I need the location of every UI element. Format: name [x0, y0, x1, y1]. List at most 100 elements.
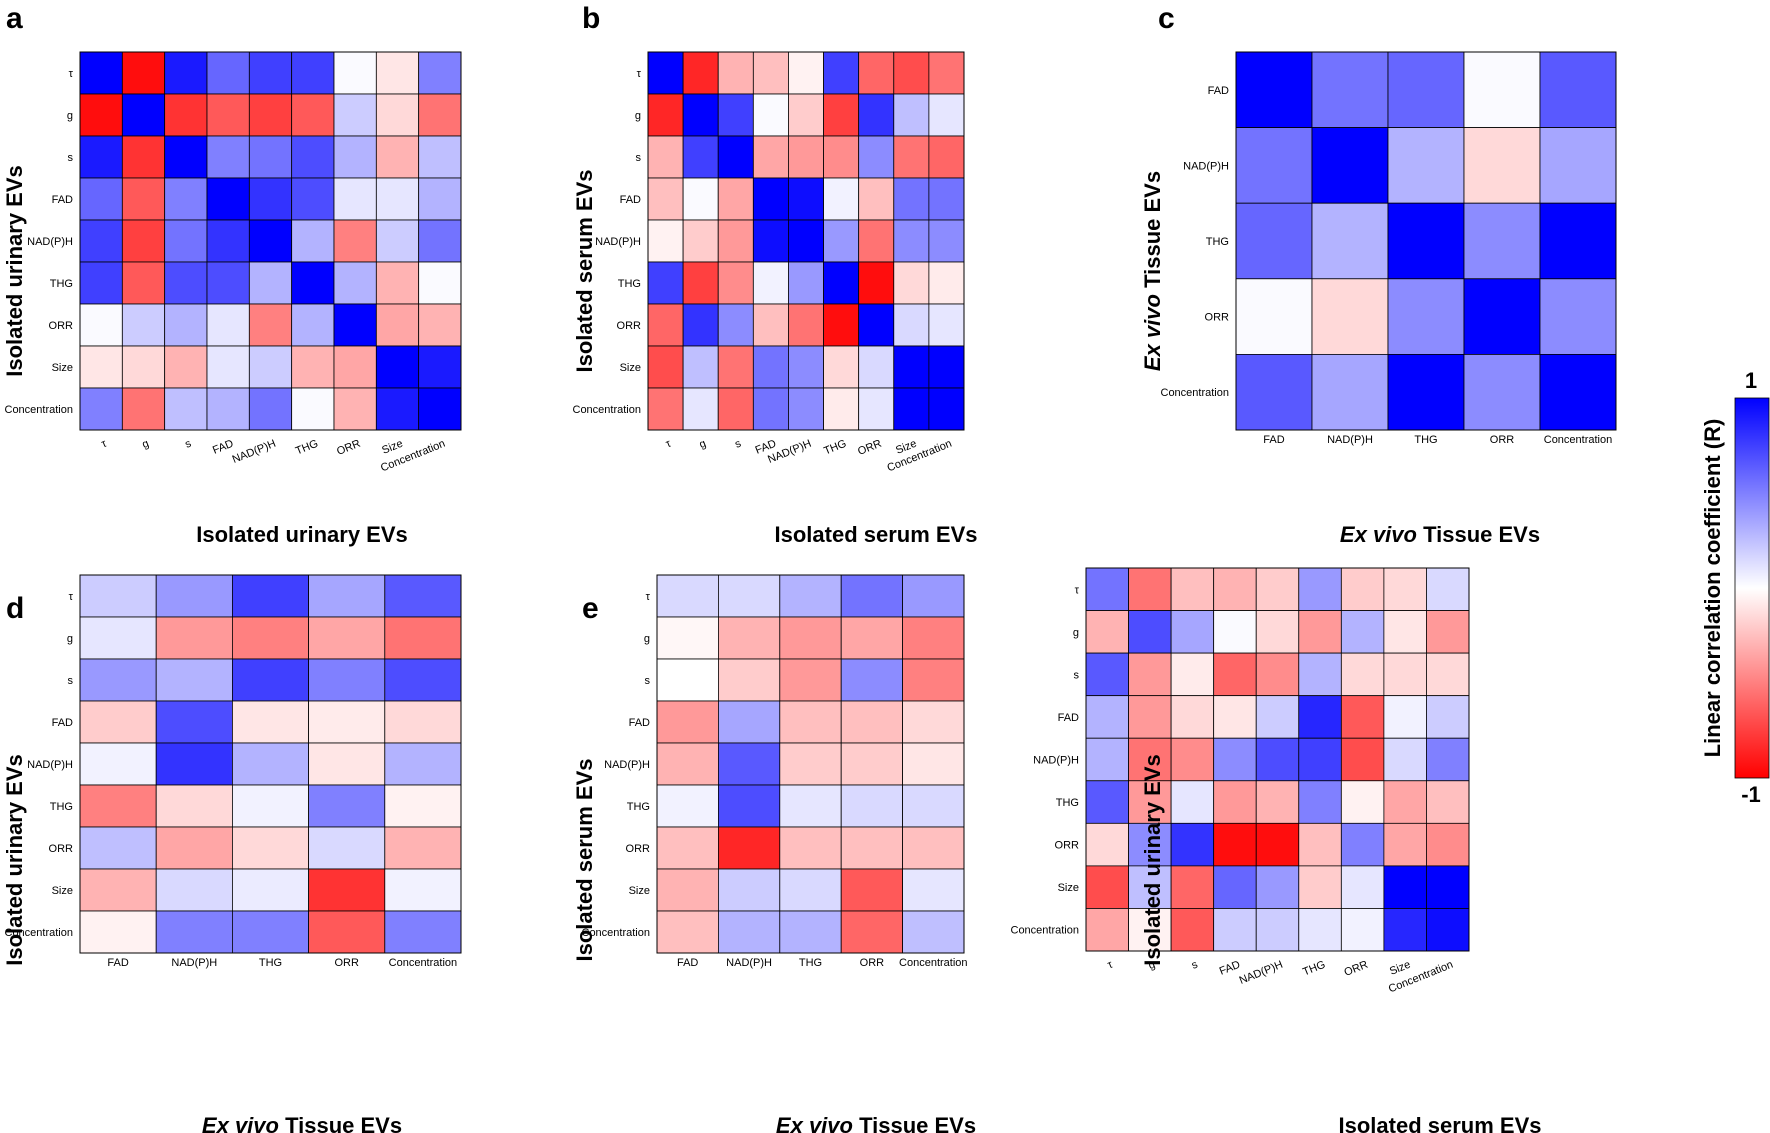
y-tick-label: s — [68, 675, 74, 687]
heatmap-cell-concentration-nadph — [155, 910, 233, 954]
heatmap-cell-tau-size — [893, 51, 930, 95]
heatmap-cell-g-fad — [79, 616, 157, 660]
heatmap-cell-thg-fad — [1235, 202, 1313, 280]
heatmap-cell-tau-thg — [231, 574, 309, 618]
heatmap-cell-g-g — [682, 93, 719, 137]
heatmap-cell-thg-fad — [1213, 780, 1257, 824]
heatmap-cell-fad-thg — [823, 177, 860, 221]
heatmap-cell-s-orr — [308, 658, 386, 702]
x-tick-label: Concentration — [389, 957, 458, 969]
heatmap-cell-concentration-nadph — [1255, 908, 1300, 952]
heatmap-cell-thg-thg — [779, 784, 842, 828]
heatmap-cell-orr-s — [1170, 822, 1215, 867]
heatmap-cell-nadph-size — [375, 219, 420, 263]
heatmap-cell-size-thg — [1298, 865, 1342, 909]
heatmap-cell-nadph-concentration — [1539, 127, 1617, 204]
heatmap-cell-nadph-concentration — [902, 742, 965, 786]
heatmap-cell-nadph-tau — [79, 219, 123, 263]
x-tick-label: ORR — [860, 957, 885, 969]
heatmap-cell-fad-tau — [1085, 695, 1129, 739]
heatmap-cell-thg-size — [893, 261, 930, 305]
heatmap-cell-fad-tau — [79, 177, 123, 221]
heatmap-cell-nadph-size — [893, 219, 930, 263]
heatmap-cell-orr-size — [375, 303, 420, 347]
heatmap-cell-concentration-orr — [858, 387, 895, 431]
xlabel-c: Ex vivo Tissue EVs — [1340, 522, 1540, 547]
heatmap-cell-orr-fad — [752, 303, 789, 347]
heatmap-cell-g-orr — [308, 616, 386, 660]
heatmap-cell-thg-tau — [79, 261, 123, 305]
y-tick-label: Size — [52, 362, 73, 374]
heatmap-cell-orr-concentration — [384, 826, 462, 870]
heatmap-cell-s-size — [375, 135, 420, 179]
heatmap-cell-size-concentration — [928, 345, 965, 389]
x-tick-label: THG — [799, 957, 822, 969]
heatmap-cell-thg-g — [1128, 780, 1172, 824]
heatmap-cell-orr-g — [121, 303, 166, 347]
y-tick-label: g — [1073, 627, 1079, 639]
heatmap-cell-fad-orr — [1340, 695, 1385, 739]
heatmap-cell-thg-thg — [231, 784, 309, 828]
heatmap-cell-thg-concentration — [1426, 780, 1470, 824]
heatmap-cell-orr-nadph — [1255, 822, 1300, 867]
heatmap-cell-nadph-thg — [823, 219, 860, 263]
heatmap-cell-fad-concentration — [1426, 695, 1470, 739]
y-tick-label: THG — [50, 801, 73, 813]
heatmap-cell-tau-s — [164, 51, 208, 95]
heatmap-cell-thg-size — [1383, 780, 1427, 824]
ylabel-e: Isolated serum EVs — [572, 759, 597, 962]
y-tick-label: NAD(P)H — [1183, 160, 1229, 172]
heatmap-cell-tau-nadph — [1255, 567, 1300, 611]
heatmap-cell-fad-s — [1170, 695, 1215, 739]
heatmap-cell-s-thg — [291, 135, 335, 179]
xlabel-d-rest: Tissue EVs — [279, 1113, 402, 1133]
heatmap-cell-concentration-concentration — [418, 387, 462, 431]
heatmap-cell-nadph-s — [717, 219, 754, 263]
heatmap-cell-s-thg — [823, 135, 860, 179]
heatmap-cell-nadph-nadph — [1311, 127, 1389, 204]
heatmap-cell-g-g — [121, 93, 166, 137]
heatmap-cell-nadph-nadph — [718, 742, 781, 786]
heatmap-cell-size-orr — [1340, 865, 1385, 909]
x-tick-label: ORR — [1343, 959, 1370, 979]
heatmap-cell-orr-g — [1128, 822, 1172, 867]
colorbar — [1734, 397, 1770, 779]
heatmap-cell-tau-s — [1170, 567, 1215, 611]
heatmap-cell-s-concentration — [902, 658, 965, 702]
colorbar-title: Linear correlation coefficient (R) — [1700, 419, 1725, 758]
y-tick-label: THG — [618, 278, 641, 290]
heatmap-cell-concentration-tau — [1085, 908, 1129, 952]
heatmap-cell-fad-nadph — [248, 177, 293, 221]
heatmap-cell-orr-fad — [1213, 822, 1257, 867]
heatmap-cell-nadph-tau — [1085, 737, 1129, 782]
heatmap-cell-concentration-s — [164, 387, 208, 431]
x-tick-label: Concentration — [899, 957, 968, 969]
y-tick-label: FAD — [1058, 712, 1079, 724]
heatmap-cell-size-thg — [231, 868, 309, 912]
heatmap-cell-concentration-tau — [647, 387, 684, 431]
heatmap-cell-g-nadph — [788, 93, 824, 137]
heatmap-cell-size-fad — [79, 868, 157, 912]
heatmap-cell-g-concentration — [1426, 610, 1470, 654]
heatmap-cell-thg-s — [1170, 780, 1215, 824]
heatmap-cell-thg-fad — [752, 261, 789, 305]
y-tick-label: ORR — [626, 843, 651, 855]
heatmap-cell-thg-size — [375, 261, 420, 305]
heatmap-cell-thg-thg — [1298, 780, 1342, 824]
heatmap-cell-nadph-g — [682, 219, 719, 263]
heatmap-cell-s-orr — [1340, 652, 1385, 697]
ylabel-c-rest: Tissue EVs — [1140, 171, 1165, 294]
heatmap-cell-orr-nadph — [248, 303, 293, 347]
heatmap-cell-fad-concentration — [384, 700, 462, 744]
y-tick-label: Size — [52, 885, 73, 897]
heatmap-cell-fad-concentration — [1539, 51, 1617, 128]
y-tick-label: THG — [627, 801, 650, 813]
heatmap-cell-size-concentration — [1426, 865, 1470, 909]
heatmap-cell-s-nadph — [788, 135, 824, 179]
heatmap-cell-size-nadph — [155, 868, 233, 912]
heatmap-cell-orr-fad — [1235, 278, 1313, 355]
heatmap-cell-g-size — [375, 93, 420, 137]
x-tick-label: ORR — [856, 438, 883, 458]
heatmap-cell-size-thg — [823, 345, 860, 389]
heatmap-cell-concentration-concentration — [1426, 908, 1470, 952]
